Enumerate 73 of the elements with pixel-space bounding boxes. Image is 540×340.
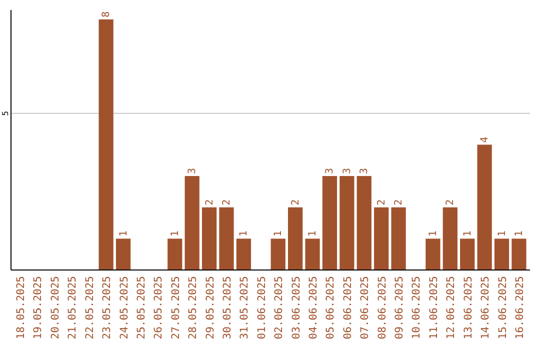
data-label: 3 [359, 168, 370, 174]
bar [477, 144, 492, 270]
bar [270, 238, 286, 270]
data-label: 1 [118, 230, 130, 237]
data-label: 1 [273, 230, 284, 237]
bar [202, 207, 217, 270]
x-tick-label: 26.05.2025 [152, 276, 165, 340]
x-tick-label: 25.05.2025 [135, 276, 148, 340]
data-label: 1 [238, 230, 250, 237]
x-tick-label: 31.05.2025 [238, 276, 251, 340]
bar [98, 19, 114, 270]
x-tick-label: 24.05.2025 [118, 276, 130, 340]
x-tick-label: 15.06.2025 [496, 276, 509, 340]
bar [460, 238, 475, 270]
bar [356, 176, 372, 270]
bar [184, 176, 200, 270]
x-tick-label: 19.05.2025 [32, 276, 44, 340]
x-tick-label: 12.06.2025 [445, 276, 458, 340]
x-tick-label: 04.06.2025 [308, 276, 320, 340]
x-tick-label: 06.06.2025 [342, 276, 354, 340]
bar [305, 238, 320, 270]
bar [116, 238, 131, 270]
data-label: 2 [290, 199, 302, 206]
x-tick-label: 01.06.2025 [256, 276, 268, 340]
x-tick-label: 28.05.2025 [187, 276, 200, 340]
x-tick-label: 11.06.2025 [428, 276, 440, 340]
bar [374, 207, 389, 270]
x-tick-label: 30.05.2025 [221, 276, 234, 340]
data-label: 2 [445, 199, 456, 206]
data-label: 3 [342, 168, 353, 174]
x-tick-label: 13.06.2025 [462, 276, 474, 340]
bar [442, 207, 458, 270]
x-tick-label: 16.06.2025 [514, 276, 526, 340]
data-label: 2 [394, 199, 405, 206]
data-label: 3 [324, 168, 336, 174]
bar [391, 207, 406, 270]
bar [512, 238, 526, 270]
x-tick-label: 09.06.2025 [394, 276, 406, 340]
data-label: 1 [308, 230, 319, 237]
x-tick-label: 07.06.2025 [359, 276, 372, 340]
x-tick-label: 27.05.2025 [170, 276, 182, 340]
x-tick-label: 10.06.2025 [410, 276, 423, 340]
y-tick-label: 5 [1, 110, 10, 116]
bar [426, 238, 440, 270]
bar [168, 238, 182, 270]
data-label: 3 [187, 168, 198, 174]
bar [236, 238, 252, 270]
x-tick-label: 22.05.2025 [84, 276, 96, 340]
data-label: 8 [101, 11, 112, 18]
x-tick-label: 21.05.2025 [66, 276, 79, 340]
data-label: 1 [462, 230, 474, 237]
data-label: 1 [496, 230, 508, 237]
x-tick-label: 03.06.2025 [290, 276, 302, 340]
bar [219, 207, 234, 270]
data-label: 1 [428, 230, 439, 237]
bar [340, 176, 354, 270]
x-tick-label: 18.05.2025 [15, 276, 28, 340]
data-label: 2 [204, 199, 216, 206]
data-label: 2 [376, 199, 388, 206]
bar [288, 207, 303, 270]
x-tick-label: 23.05.2025 [101, 276, 114, 340]
x-tick-label: 08.06.2025 [376, 276, 388, 340]
data-label: 1 [170, 230, 181, 237]
x-tick-label: 14.06.2025 [480, 276, 492, 340]
data-label: 2 [221, 199, 232, 206]
data-label: 1 [514, 230, 525, 237]
x-tick-label: 29.05.2025 [204, 276, 216, 340]
x-tick-label: 20.05.2025 [49, 276, 62, 340]
bar [322, 176, 338, 270]
data-label: 4 [480, 136, 491, 143]
bar [494, 238, 510, 270]
x-tick-label: 05.06.2025 [324, 276, 337, 340]
x-tick-label: 02.06.2025 [273, 276, 286, 340]
